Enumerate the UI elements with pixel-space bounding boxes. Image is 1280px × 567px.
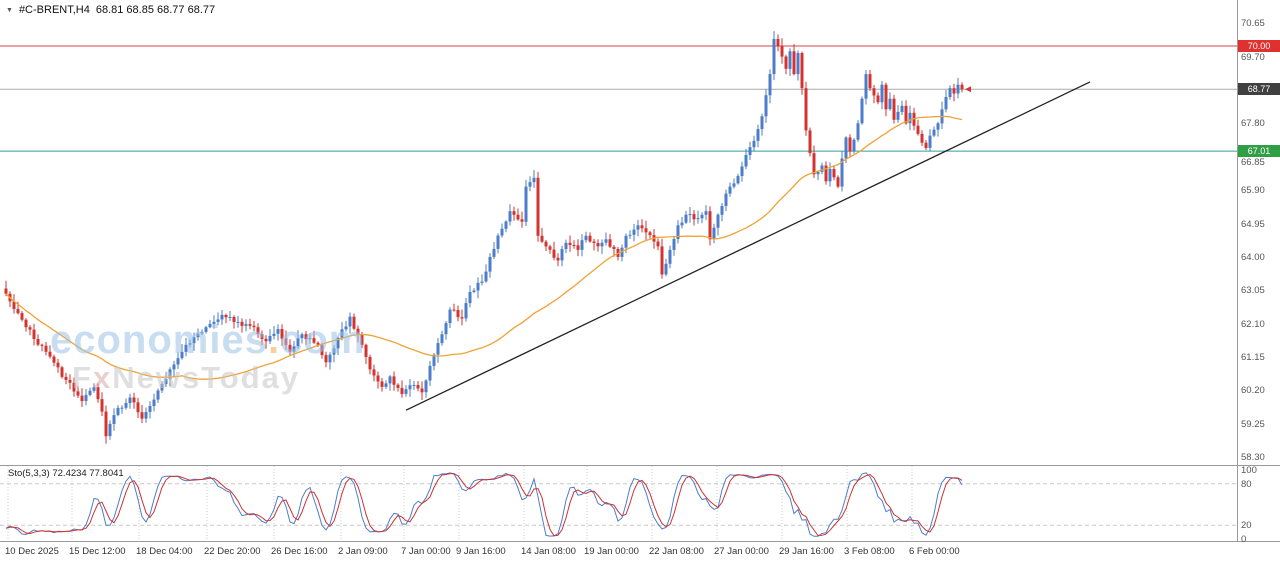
watermark-line2-x: x xyxy=(92,360,113,395)
indicator-tick-label: 80 xyxy=(1241,478,1252,490)
indicator-name: Sto(5,3,3) xyxy=(8,468,50,479)
price-tick-label: 70.65 xyxy=(1241,18,1265,30)
price-tick-label: 67.80 xyxy=(1241,118,1265,130)
price-tick-label: 58.30 xyxy=(1241,452,1265,464)
time-tick-label: 22 Jan 08:00 xyxy=(649,546,704,557)
indicator-tick-label: 20 xyxy=(1241,520,1252,532)
price-tick-label: 64.00 xyxy=(1241,251,1265,263)
time-tick-label: 2 Jan 09:00 xyxy=(338,546,388,557)
chevron-down-icon[interactable]: ▼ xyxy=(6,6,13,14)
time-tick-label: 9 Jan 16:00 xyxy=(456,546,506,557)
price-badge-support: 67.01 xyxy=(1238,145,1280,158)
price-tick-label: 63.05 xyxy=(1241,285,1265,297)
watermark-line2: FxNewsToday xyxy=(72,360,365,396)
price-tick-label: 60.20 xyxy=(1241,385,1265,397)
watermark: economies.com FxNewsToday xyxy=(50,320,365,396)
price-tick-label: 64.95 xyxy=(1241,218,1265,230)
price-tick-label: 62.10 xyxy=(1241,318,1265,330)
price-badge-resistance: 70.00 xyxy=(1238,40,1280,52)
price-tick-label: 65.90 xyxy=(1241,185,1265,197)
time-tick-label: 3 Feb 08:00 xyxy=(844,546,895,557)
time-tick-label: 15 Dec 12:00 xyxy=(69,546,126,557)
time-tick-label: 18 Dec 04:00 xyxy=(136,546,193,557)
price-tick-label: 59.25 xyxy=(1241,418,1265,430)
price-badge-last: 68.77 xyxy=(1238,83,1280,96)
price-tick-label: 61.15 xyxy=(1241,352,1265,364)
symbol-header: ▼ #C-BRENT,H4 68.81 68.85 68.77 68.77 xyxy=(6,4,215,16)
indicator-tick-label: 0 xyxy=(1241,534,1247,545)
time-tick-label: 10 Dec 2025 xyxy=(5,546,59,557)
indicator-tick-label: 100 xyxy=(1241,465,1257,476)
time-tick-label: 7 Jan 00:00 xyxy=(401,546,451,557)
watermark-line2-prefix: F xyxy=(72,360,93,395)
watermark-word1: economies xyxy=(50,318,268,362)
watermark-dot: . xyxy=(267,318,281,362)
time-tick-label: 27 Jan 00:00 xyxy=(714,546,769,557)
watermark-line1: economies.com xyxy=(50,320,365,360)
time-tick-label: 6 Feb 00:00 xyxy=(909,546,960,557)
price-tick-label: 66.85 xyxy=(1241,157,1265,169)
watermark-line2-suffix: NewsToday xyxy=(112,360,301,395)
symbol-label: #C-BRENT,H4 xyxy=(18,4,90,16)
watermark-word2: com xyxy=(280,318,366,362)
time-tick-label: 22 Dec 20:00 xyxy=(204,546,261,557)
time-tick-label: 19 Jan 00:00 xyxy=(584,546,639,557)
time-tick-label: 26 Dec 16:00 xyxy=(271,546,328,557)
time-tick-label: 14 Jan 08:00 xyxy=(521,546,576,557)
indicator-values: 72.4234 77.8041 xyxy=(52,468,124,479)
ohlc-quotes: 68.81 68.85 68.77 68.77 xyxy=(95,4,216,16)
time-tick-label: 29 Jan 16:00 xyxy=(779,546,834,557)
price-tick-label: 69.70 xyxy=(1241,52,1265,63)
indicator-label: Sto(5,3,3) 72.4234 77.8041 xyxy=(8,468,124,479)
